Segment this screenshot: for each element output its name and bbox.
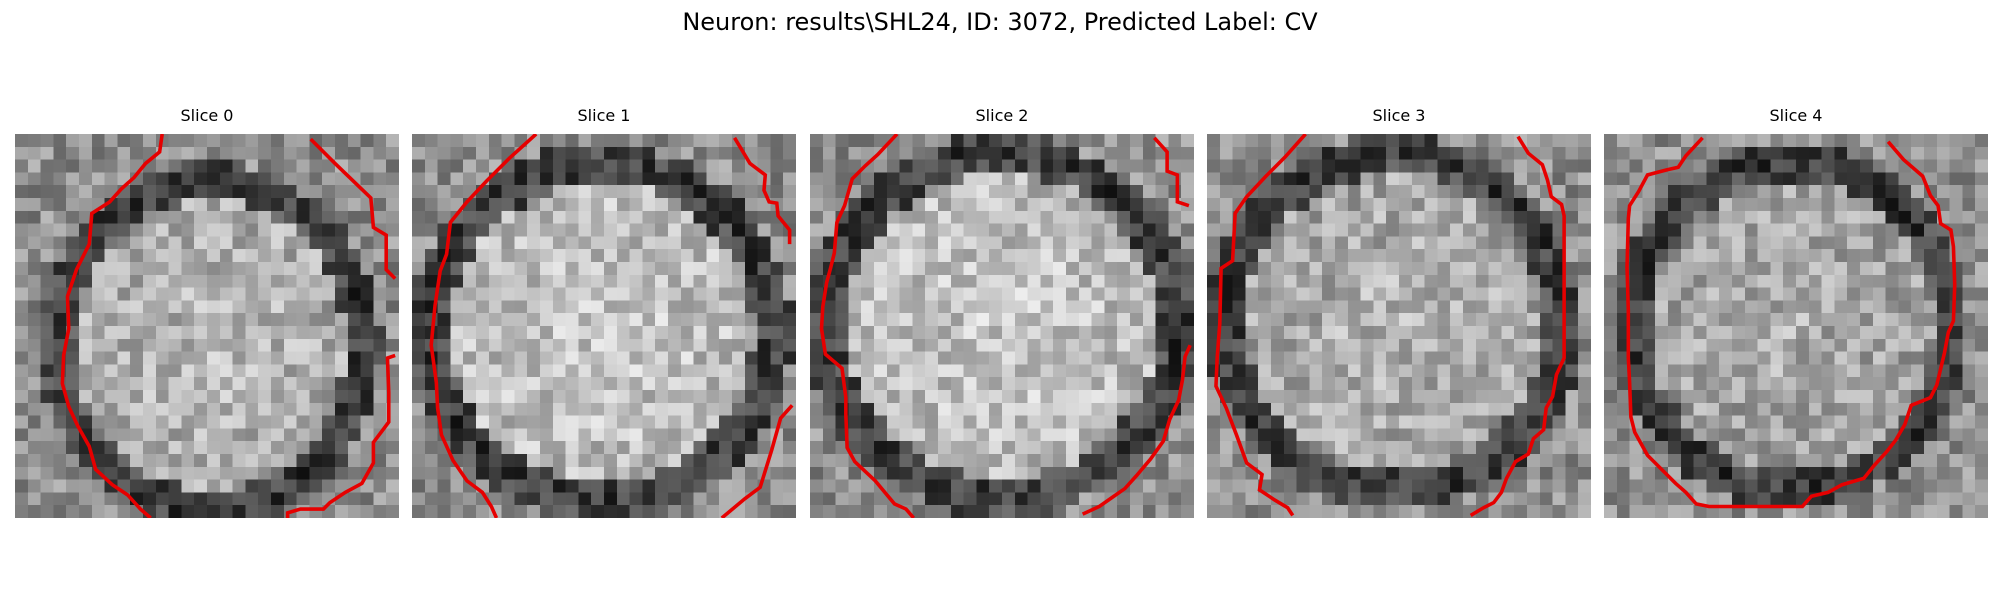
slice-title-2: Slice 2 <box>975 106 1029 125</box>
contour-line-4 <box>1625 136 1957 509</box>
contour-line-right-2 <box>1152 136 1190 208</box>
contour-line-right-3 <box>1469 135 1566 517</box>
slice-title-4: Slice 4 <box>1769 106 1823 125</box>
contour-line-left-0 <box>60 134 164 518</box>
slice-title-1: Slice 1 <box>577 106 631 125</box>
slice-image-4 <box>1604 134 1988 518</box>
slice-pixels-4 <box>1604 134 1988 518</box>
slice-image-2 <box>810 134 1194 518</box>
figure-title: Neuron: results\SHL24, ID: 3072, Predict… <box>682 8 1318 36</box>
contour-line-lowerright-1 <box>720 404 794 518</box>
contour-line-lowerright-0 <box>285 353 396 518</box>
contour-line-left-1 <box>429 134 538 518</box>
contour-line-right-0 <box>309 137 397 280</box>
contour-line-left-2 <box>819 134 916 518</box>
contour-line-left-3 <box>1214 134 1307 517</box>
slice-pixels-0 <box>15 134 399 518</box>
contour-line-lowerright-2 <box>1081 344 1192 516</box>
slice-pixels-2 <box>810 134 1194 518</box>
slice-image-0 <box>15 134 399 518</box>
slice-pixels-3 <box>1207 134 1591 518</box>
slice-pixels-1 <box>412 134 796 518</box>
slice-image-1 <box>412 134 796 518</box>
contour-line-right-1 <box>733 136 792 245</box>
slice-title-3: Slice 3 <box>1372 106 1426 125</box>
slice-image-3 <box>1207 134 1591 518</box>
slice-title-0: Slice 0 <box>180 106 234 125</box>
